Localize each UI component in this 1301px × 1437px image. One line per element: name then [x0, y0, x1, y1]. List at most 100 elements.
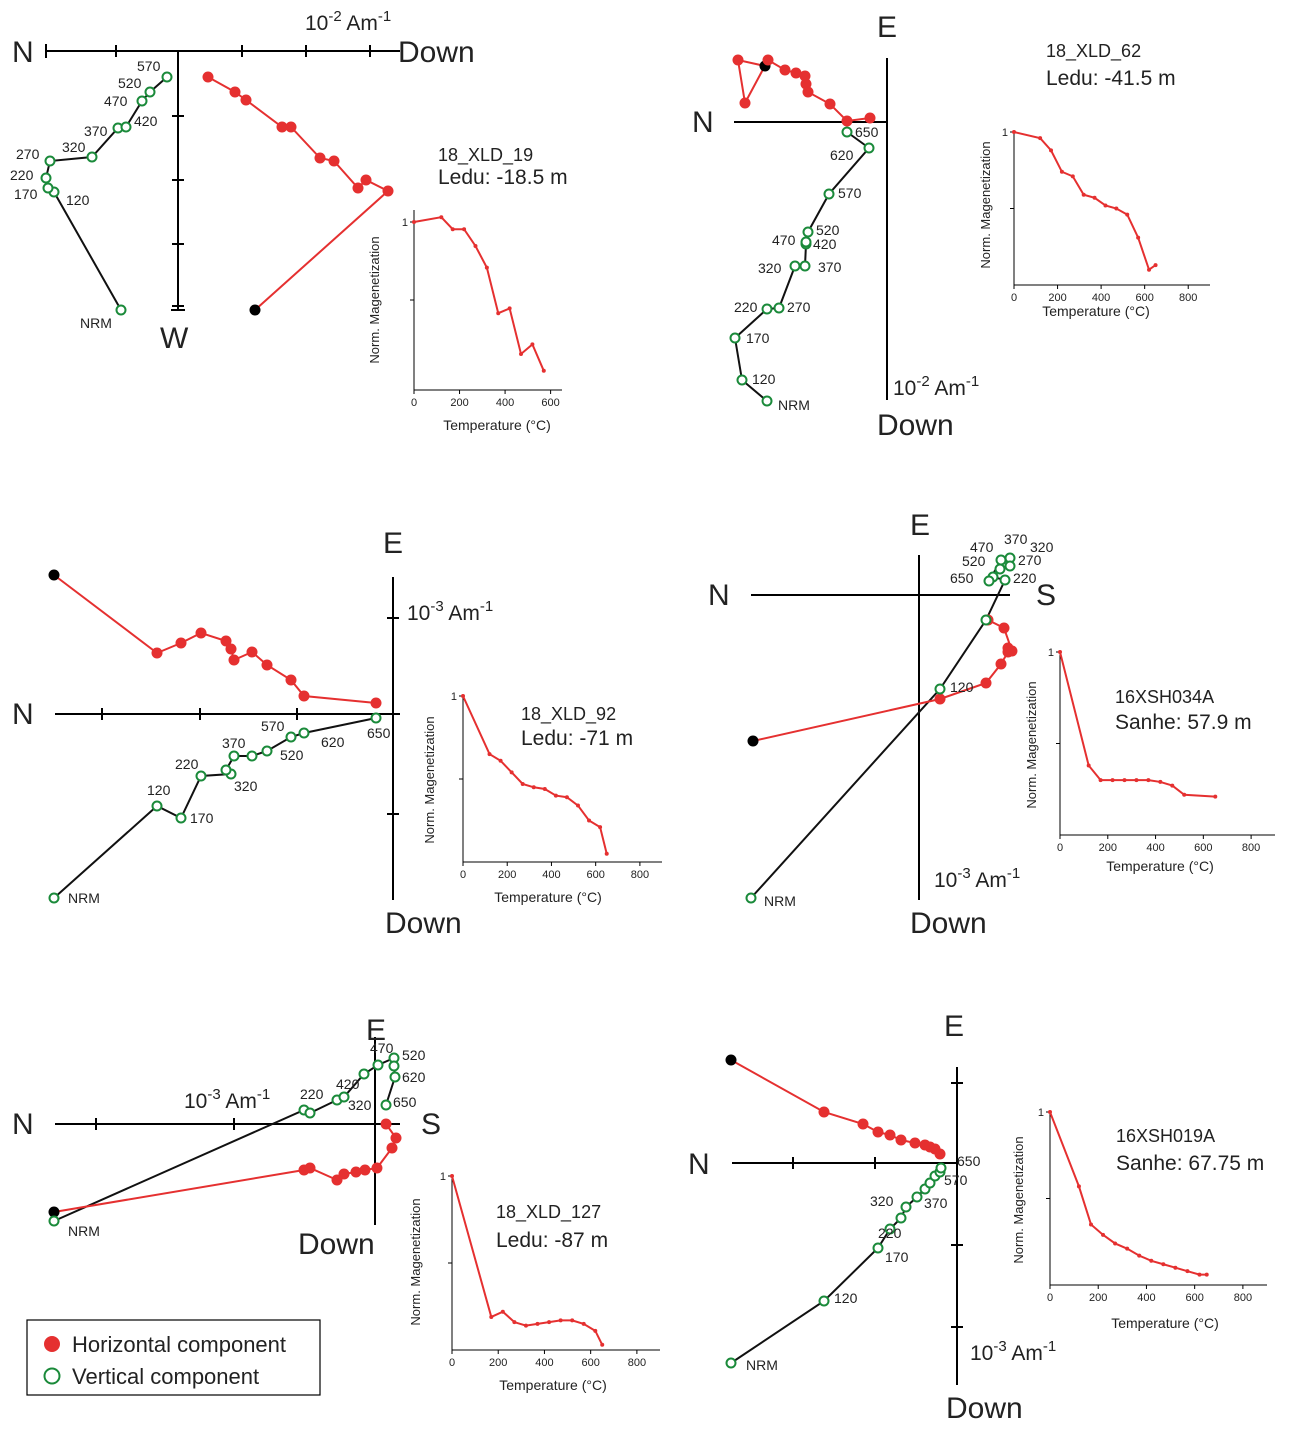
- inset-y-tick-label: 1: [440, 1171, 446, 1183]
- demag-curve-line: [451, 1175, 604, 1346]
- sample-locality: Ledu: -87 m: [496, 1229, 608, 1252]
- demag-curve-point: [541, 368, 546, 373]
- axis-label-bottom: Down: [946, 1392, 1023, 1425]
- inset-x-label: Temperature (°C): [1042, 303, 1150, 319]
- inset-x-tick-label: 0: [411, 397, 417, 409]
- vertical-point: [48, 1215, 60, 1227]
- sample-locality: Sanhe: 67.75 m: [1116, 1152, 1264, 1175]
- legend-horizontal-label: Horizontal component: [72, 1332, 286, 1357]
- demag-curve-point: [462, 227, 467, 232]
- demag-curve-point: [1149, 1258, 1154, 1263]
- horizontal-point: [338, 1168, 350, 1180]
- step-label: 620: [402, 1069, 426, 1085]
- demag-curve-point: [575, 803, 580, 808]
- horizontal-point: [360, 174, 372, 186]
- demag-curve-point: [1038, 136, 1043, 141]
- demag-curve-point: [1197, 1272, 1202, 1277]
- horizontal-point: [790, 67, 802, 79]
- inset-x-tick-label: 800: [1242, 842, 1260, 854]
- demag-curve-point: [604, 851, 609, 856]
- vertical-point: [115, 304, 127, 316]
- step-label: 220: [878, 1225, 902, 1241]
- step-label: NRM: [764, 893, 796, 909]
- demag-curve-point: [519, 352, 524, 356]
- vertical-point: [911, 1191, 923, 1203]
- vertical-point: [358, 1068, 370, 1080]
- vertical-point: [151, 800, 163, 812]
- inset-x-tick-label: 400: [1092, 292, 1110, 304]
- horizontal-point: [350, 1166, 362, 1178]
- vertical-point: [86, 151, 98, 163]
- axis-label-left: N: [708, 579, 730, 612]
- vertical-point: [220, 764, 232, 776]
- vertical-point: [285, 731, 297, 743]
- horizontal-point: [229, 86, 241, 98]
- step-label: 270: [1018, 552, 1042, 568]
- demag-curve-point: [593, 1328, 598, 1333]
- inset-y-label: Norm. Magenetization: [1011, 1136, 1026, 1263]
- demag-curve-point: [598, 825, 603, 830]
- demag-curve-point: [1048, 1110, 1052, 1114]
- vertical-point: [995, 554, 1007, 566]
- sample-id: 18_XLD_92: [521, 704, 616, 725]
- demag-curve-point: [553, 793, 558, 798]
- demag-curve-point: [484, 265, 489, 270]
- inset-x-tick-label: 200: [1048, 292, 1066, 304]
- step-label: 370: [924, 1195, 948, 1211]
- vertical-point: [144, 86, 156, 98]
- vertical-point: [863, 142, 875, 154]
- inset-x-tick-label: 200: [489, 1357, 507, 1369]
- inset-x-tick-label: 600: [1185, 1292, 1203, 1304]
- demag-curve-point: [498, 758, 503, 763]
- horizontal-point: [225, 643, 237, 655]
- demag-curve-point: [530, 342, 535, 347]
- vertical-point: [304, 1107, 316, 1119]
- inset-x-tick-label: 0: [449, 1357, 455, 1369]
- vertical-point: [380, 1099, 392, 1111]
- vertical-point: [370, 712, 382, 724]
- inset-x-tick-label: 200: [1089, 1292, 1107, 1304]
- demag-curve-point: [1110, 778, 1115, 783]
- demag-curve-point: [1170, 783, 1175, 788]
- step-label: 620: [321, 734, 345, 750]
- step-label: 370: [84, 123, 108, 139]
- demag-curve-point: [1076, 1184, 1081, 1189]
- demag-curve-point: [461, 694, 465, 698]
- vertical-point: [261, 745, 273, 757]
- demag-curve-point: [509, 770, 514, 775]
- step-label: 470: [370, 1040, 394, 1056]
- vertical-point: [872, 1242, 884, 1254]
- step-label: 170: [190, 810, 214, 826]
- nrm-horizontal-point: [725, 1054, 737, 1066]
- demag-curve-point: [558, 1318, 563, 1323]
- step-label: 270: [787, 299, 811, 315]
- vertical-point: [136, 95, 148, 107]
- step-label: 120: [950, 679, 974, 695]
- scale-label: 10-2 Am-1: [893, 373, 979, 400]
- horizontal-point: [380, 1118, 392, 1130]
- demag-curve-point: [1147, 267, 1152, 272]
- vertical-point: [802, 226, 814, 238]
- inset-x-tick-label: 600: [541, 397, 559, 409]
- demag-curve-point: [1114, 206, 1119, 211]
- demag-curve-point: [1161, 1262, 1166, 1267]
- inset-x-tick-label: 600: [581, 1357, 599, 1369]
- step-label: 570: [838, 185, 862, 201]
- inset-x-tick-label: 600: [586, 869, 604, 881]
- inset-y-label: Norm. Magenetization: [422, 716, 437, 843]
- demag-curve-point: [1137, 1253, 1142, 1258]
- step-label: 270: [16, 146, 40, 162]
- axis-label-left: N: [692, 106, 714, 139]
- inset-y-label: Norm. Magenetization: [978, 141, 993, 268]
- horizontal-point: [285, 121, 297, 133]
- sample-id: 16XSH019A: [1116, 1126, 1215, 1146]
- vertical-point: [884, 1223, 896, 1235]
- horizontal-point: [228, 654, 240, 666]
- demag-curve-point: [520, 781, 525, 786]
- step-label: 520: [280, 747, 304, 763]
- demag-curve-point: [1059, 169, 1064, 174]
- horizontal-point: [359, 1164, 371, 1176]
- inset-x-tick-label: 0: [1047, 1292, 1053, 1304]
- inset-x-tick-label: 200: [450, 397, 468, 409]
